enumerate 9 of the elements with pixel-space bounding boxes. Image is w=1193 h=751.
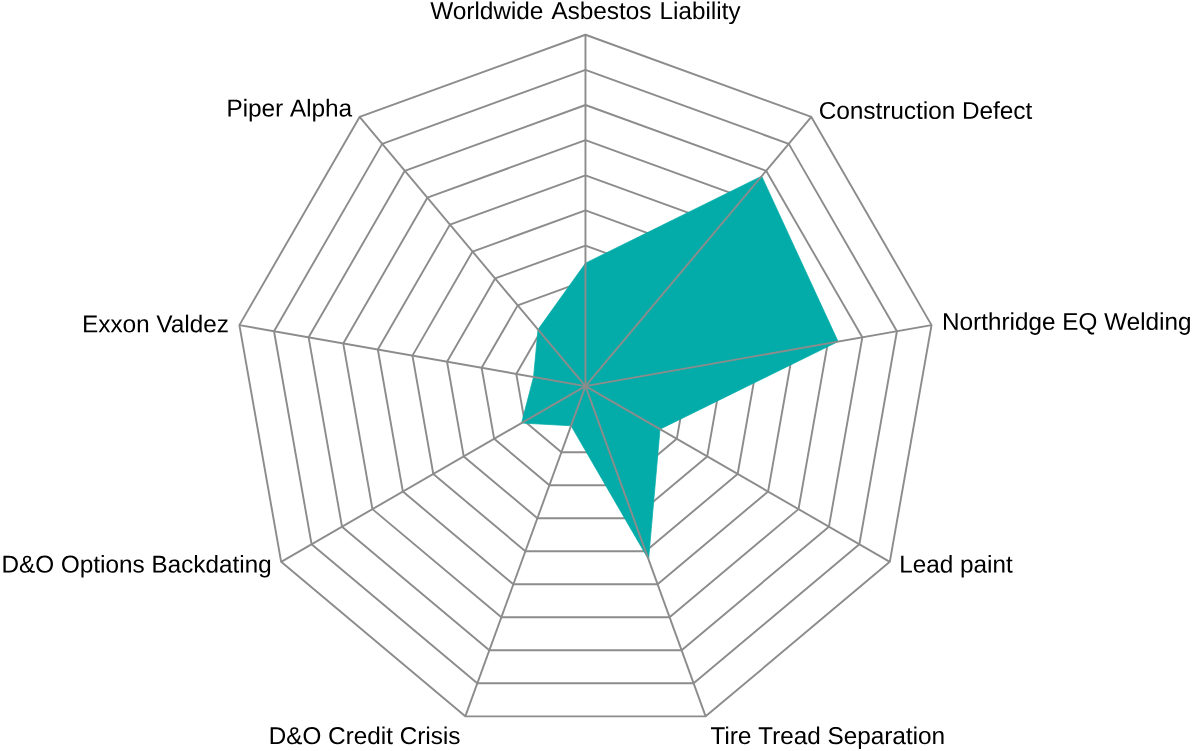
spoke-label: D&O Options Backdating	[3, 555, 271, 578]
spoke-label: Tire Tread Separation	[711, 726, 944, 750]
spoke-label: Construction Defect	[820, 101, 1033, 120]
spoke-label: Lead paint	[901, 555, 1013, 578]
spoke-label: Piper Alpha	[228, 99, 353, 122]
spoke-label: Northridge EQ Welding	[944, 312, 1190, 336]
spoke-label: Exxon Valdez	[84, 314, 228, 333]
spoke-label: D&O Credit Crisis	[270, 726, 460, 745]
spoke-label: Worldwide Asbestos Liability	[430, 1, 741, 25]
